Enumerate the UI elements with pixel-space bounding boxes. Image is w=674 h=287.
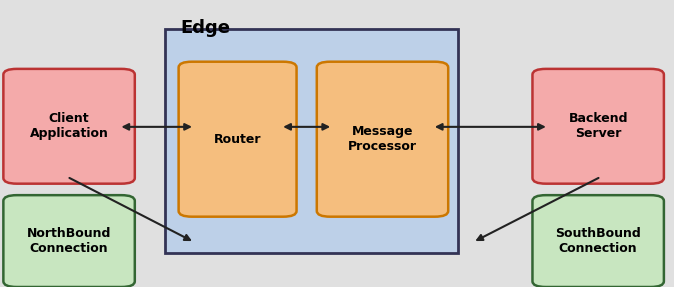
- FancyBboxPatch shape: [3, 69, 135, 184]
- FancyBboxPatch shape: [532, 195, 664, 287]
- Text: Backend
Server: Backend Server: [568, 112, 628, 140]
- Text: Router: Router: [214, 133, 262, 146]
- Text: Client
Application: Client Application: [30, 112, 109, 140]
- FancyBboxPatch shape: [317, 62, 448, 217]
- FancyBboxPatch shape: [165, 29, 458, 253]
- FancyBboxPatch shape: [3, 195, 135, 287]
- Text: SouthBound
Connection: SouthBound Connection: [555, 227, 641, 255]
- Text: Edge: Edge: [181, 19, 231, 37]
- Text: NorthBound
Connection: NorthBound Connection: [27, 227, 111, 255]
- Text: Message
Processor: Message Processor: [348, 125, 417, 153]
- FancyBboxPatch shape: [532, 69, 664, 184]
- FancyBboxPatch shape: [179, 62, 297, 217]
